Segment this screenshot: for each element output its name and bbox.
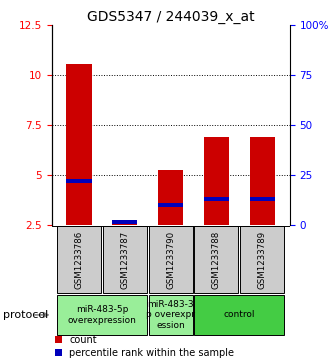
Bar xyxy=(204,197,229,201)
Text: miR-483-5p
overexpression: miR-483-5p overexpression xyxy=(68,305,137,325)
Bar xyxy=(112,224,138,225)
Text: GSM1233788: GSM1233788 xyxy=(212,231,221,289)
Bar xyxy=(158,170,183,225)
Title: GDS5347 / 244039_x_at: GDS5347 / 244039_x_at xyxy=(87,11,254,24)
Bar xyxy=(57,226,101,293)
Text: miR-483-3
p overexpr
ession: miR-483-3 p overexpr ession xyxy=(146,300,195,330)
Bar xyxy=(149,295,193,335)
Bar xyxy=(194,226,238,293)
Bar xyxy=(204,137,229,225)
Text: GSM1233790: GSM1233790 xyxy=(166,231,175,289)
Bar xyxy=(250,197,275,201)
Text: GSM1233786: GSM1233786 xyxy=(75,231,84,289)
Bar xyxy=(194,295,284,335)
Legend: count, percentile rank within the sample: count, percentile rank within the sample xyxy=(55,335,234,358)
Text: protocol: protocol xyxy=(3,310,49,320)
Text: control: control xyxy=(223,310,255,319)
Bar xyxy=(158,203,183,207)
Text: GSM1233789: GSM1233789 xyxy=(258,231,267,289)
Bar xyxy=(67,64,92,225)
Bar xyxy=(240,226,284,293)
Text: GSM1233787: GSM1233787 xyxy=(120,231,130,289)
Bar xyxy=(112,220,138,224)
Bar xyxy=(103,226,147,293)
Bar xyxy=(57,295,147,335)
Bar xyxy=(67,179,92,183)
Bar xyxy=(250,137,275,225)
Bar xyxy=(149,226,193,293)
